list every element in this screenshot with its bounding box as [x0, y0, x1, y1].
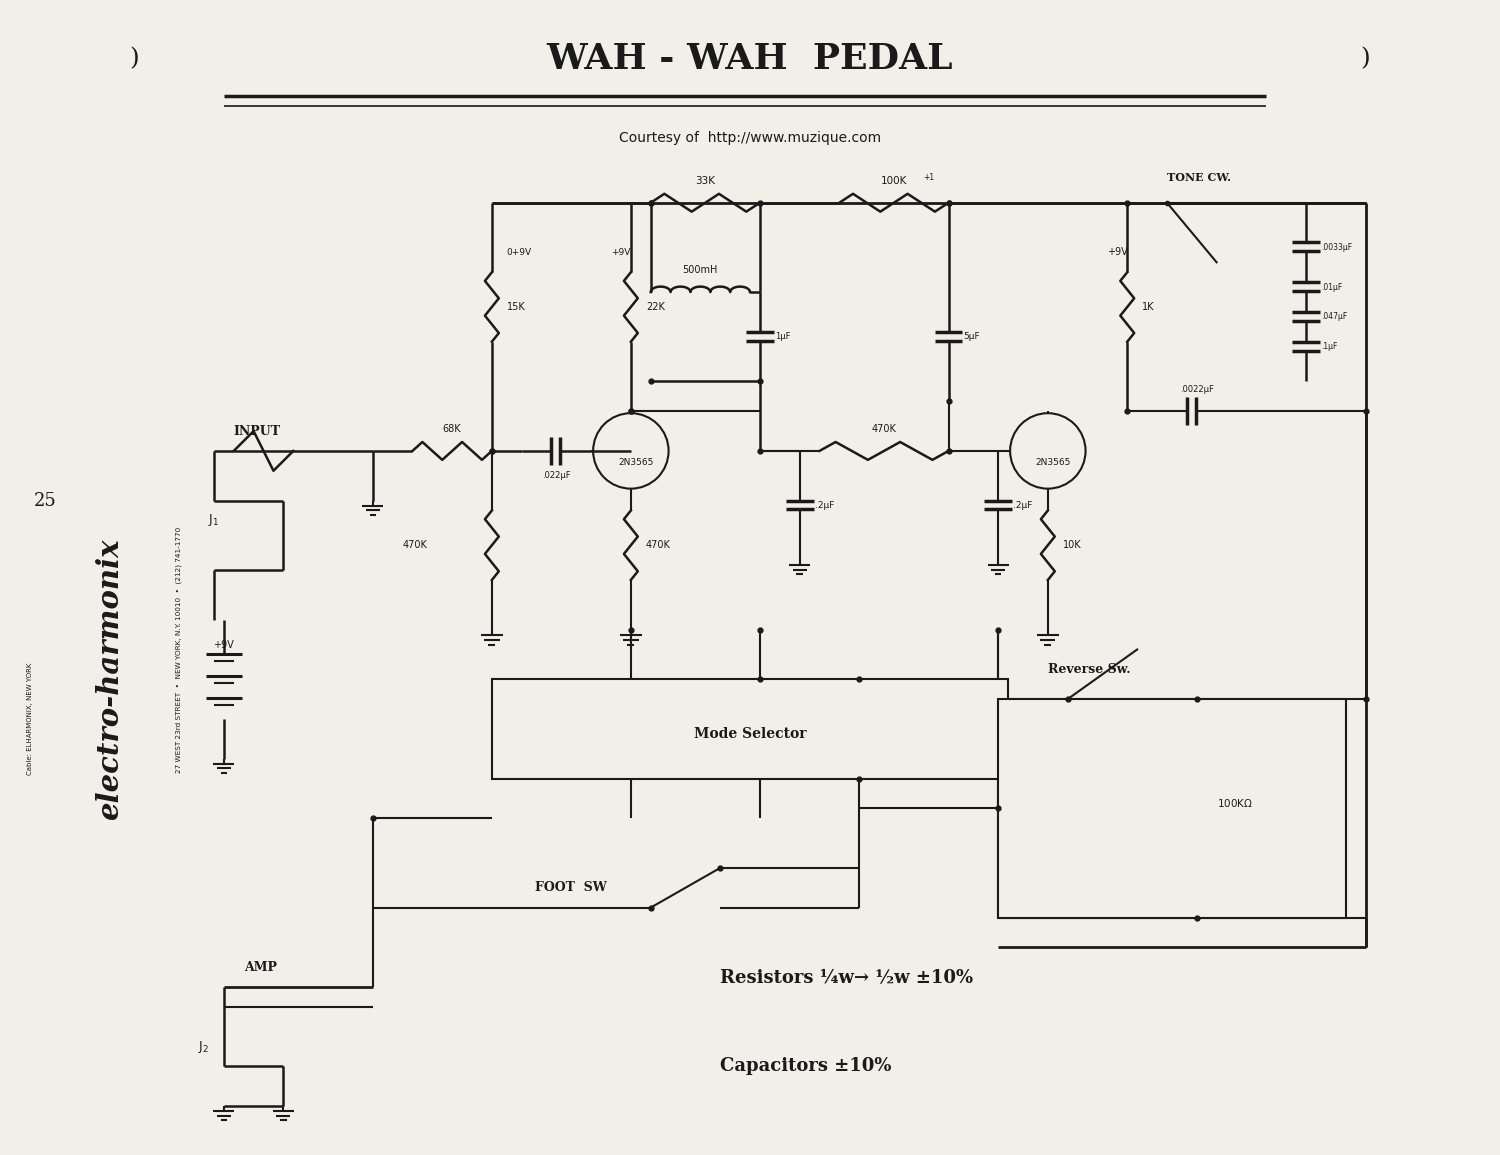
Text: 470K: 470K — [871, 424, 897, 434]
Text: 470K: 470K — [402, 541, 427, 550]
Text: +1: +1 — [922, 173, 934, 182]
Text: .0033µF: .0033µF — [1322, 243, 1352, 252]
Text: Reverse Sw.: Reverse Sw. — [1048, 663, 1131, 676]
Text: 500mH: 500mH — [682, 266, 718, 275]
Text: Cable: ELHARMONIX, NEW YORK: Cable: ELHARMONIX, NEW YORK — [27, 663, 33, 775]
Text: J$_1$: J$_1$ — [209, 513, 219, 529]
Text: FOOT  SW: FOOT SW — [536, 881, 608, 894]
Text: electro-harmonix: electro-harmonix — [94, 538, 124, 820]
Text: 22K: 22K — [646, 301, 664, 312]
Text: Resistors ¼w→ ½w ±10%: Resistors ¼w→ ½w ±10% — [720, 968, 974, 986]
Text: Capacitors ±10%: Capacitors ±10% — [720, 1058, 891, 1075]
Text: 0+9V: 0+9V — [507, 248, 532, 256]
Text: .1µF: .1µF — [1322, 342, 1336, 351]
Text: 2N3565: 2N3565 — [1035, 459, 1071, 468]
Text: Mode Selector: Mode Selector — [693, 726, 806, 740]
Text: 1µF: 1µF — [776, 333, 790, 341]
Text: AMP: AMP — [243, 961, 276, 974]
Text: +9V: +9V — [1107, 247, 1128, 258]
Text: 15K: 15K — [507, 301, 525, 312]
Text: .01µF: .01µF — [1322, 283, 1342, 291]
Text: INPUT: INPUT — [234, 425, 280, 438]
Text: 27 WEST 23rd STREET  •  NEW YORK, N.Y. 10010  •  (212) 741-1770: 27 WEST 23rd STREET • NEW YORK, N.Y. 100… — [176, 527, 183, 773]
FancyBboxPatch shape — [492, 679, 1008, 778]
Text: 470K: 470K — [646, 541, 670, 550]
Text: .022µF: .022µF — [542, 471, 570, 480]
Text: 2N3565: 2N3565 — [618, 459, 654, 468]
Text: ): ) — [1360, 47, 1371, 70]
Text: .0022µF: .0022µF — [1180, 385, 1214, 394]
Text: +9V: +9V — [213, 640, 234, 649]
Text: .2µF: .2µF — [1013, 501, 1032, 511]
Text: 100K: 100K — [880, 176, 908, 186]
Text: J$_2$: J$_2$ — [198, 1038, 210, 1055]
FancyBboxPatch shape — [998, 699, 1346, 917]
Text: ): ) — [129, 47, 140, 70]
Text: +9V: +9V — [610, 248, 630, 256]
Text: .2µF: .2µF — [815, 501, 834, 511]
Text: 100K$\Omega$: 100K$\Omega$ — [1216, 797, 1252, 810]
Text: 10K: 10K — [1062, 541, 1082, 550]
Text: TONE CW.: TONE CW. — [1167, 172, 1232, 184]
Text: WAH - WAH  PEDAL: WAH - WAH PEDAL — [546, 42, 954, 76]
Text: .047µF: .047µF — [1322, 312, 1347, 321]
Text: 33K: 33K — [696, 176, 715, 186]
Text: 25: 25 — [33, 492, 57, 509]
Text: 1K: 1K — [1142, 301, 1155, 312]
Text: 5µF: 5µF — [963, 333, 980, 341]
Text: Courtesy of  http://www.muzique.com: Courtesy of http://www.muzique.com — [620, 132, 880, 146]
Text: 68K: 68K — [442, 424, 462, 434]
